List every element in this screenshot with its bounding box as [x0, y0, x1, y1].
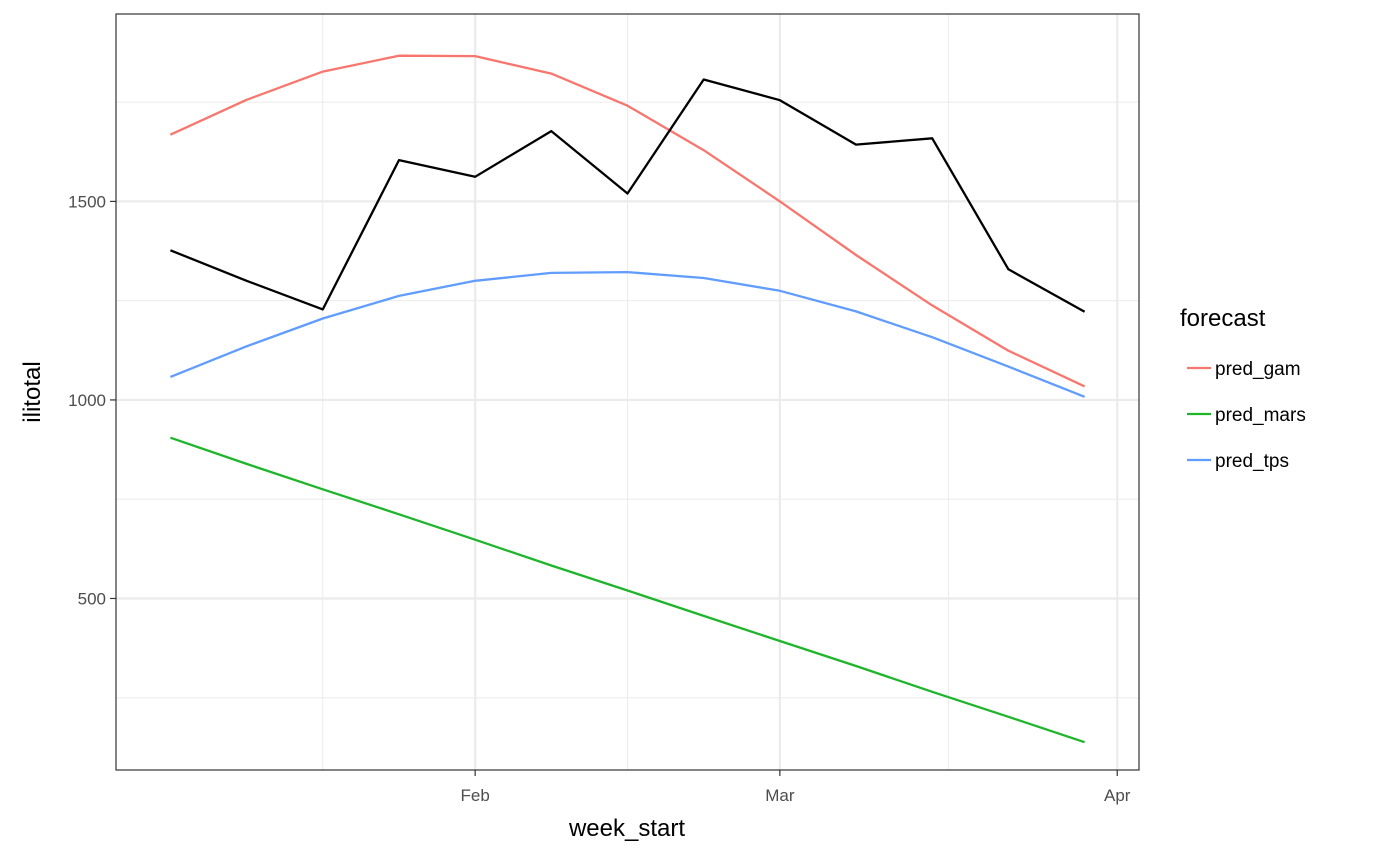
plot-panel-border	[115, 13, 1140, 771]
y-tick-label: 500	[78, 589, 106, 608]
legend-title: forecast	[1180, 305, 1266, 332]
minor-gridlines	[116, 14, 1139, 770]
x-axis-title: week_start	[568, 815, 685, 842]
series-line-pred-gam	[169, 54, 1086, 388]
y-axis: 500 1000 1500	[68, 192, 116, 608]
x-tick-label: Mar	[765, 786, 795, 805]
legend: forecast pred_gam pred_mars pred_tps	[1180, 305, 1306, 472]
x-tick-label: Feb	[460, 786, 489, 805]
y-tick-label: 1000	[68, 391, 106, 410]
series-line-pred-tps	[169, 270, 1086, 398]
x-axis: Feb Mar Apr	[460, 770, 1131, 805]
legend-label-pred-tps: pred_tps	[1215, 451, 1289, 472]
series-lines	[169, 54, 1086, 744]
y-tick-label: 1500	[68, 192, 106, 211]
y-axis-title: ilitotal	[19, 361, 46, 422]
x-tick-label: Apr	[1104, 786, 1131, 805]
legend-label-pred-gam: pred_gam	[1215, 359, 1301, 380]
series-line-observed-ilitotal	[169, 78, 1086, 313]
series-line-pred-mars	[170, 436, 1085, 744]
legend-label-pred-mars: pred_mars	[1215, 405, 1306, 426]
